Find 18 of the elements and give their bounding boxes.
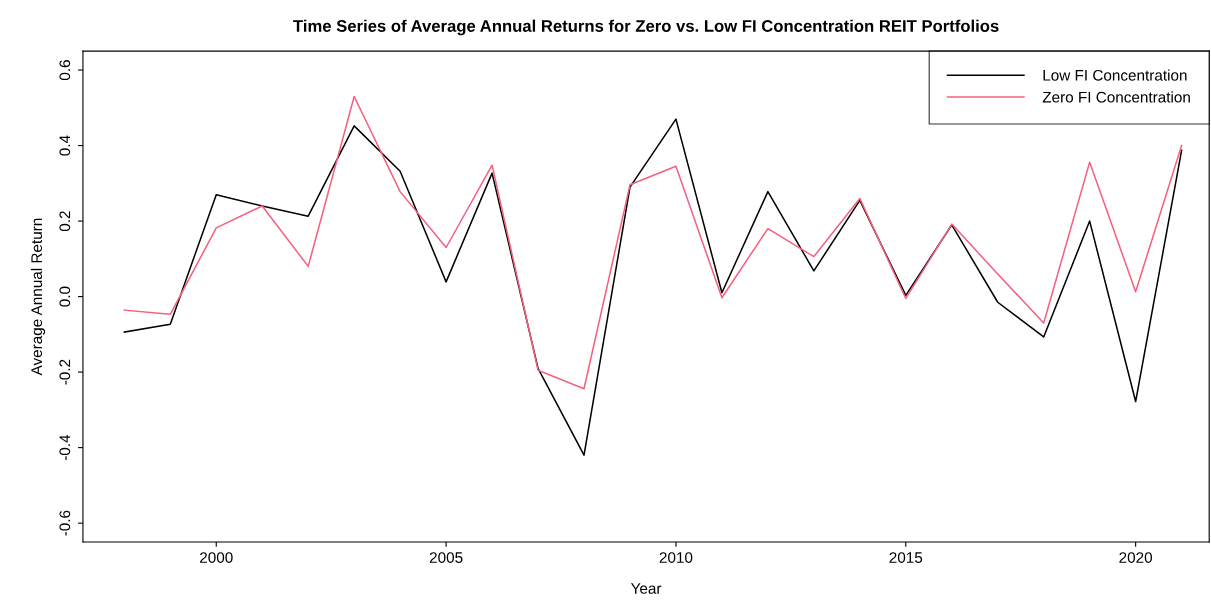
y-tick-label: -0.2 xyxy=(59,359,71,385)
x-tick-label: 2010 xyxy=(659,552,693,563)
chart-title: Time Series of Average Annual Returns for Zero vs. Low FI Concentration REIT Portfolios xyxy=(293,19,999,36)
y-tick-label: 0.4 xyxy=(59,135,71,156)
x-tick-label: 2000 xyxy=(200,552,233,563)
y-tick-label: 0.2 xyxy=(59,211,71,232)
y-axis-title: Average Annual Return xyxy=(30,218,46,376)
y-tick-label: -0.4 xyxy=(59,434,71,461)
x-tick-label: 2015 xyxy=(889,552,923,563)
x-tick-label: 2020 xyxy=(1119,552,1153,563)
x-tick-label: 2005 xyxy=(429,552,463,563)
y-tick-label: -0.6 xyxy=(59,510,71,536)
y-tick-label: 0.0 xyxy=(59,286,71,307)
legend-label: Zero FI Concentration xyxy=(1042,91,1190,103)
x-axis-title: Year xyxy=(630,583,662,594)
legend-label: Low FI Concentration xyxy=(1043,69,1187,81)
line-series xyxy=(123,118,1183,456)
y-tick-label: 0.6 xyxy=(59,60,71,81)
